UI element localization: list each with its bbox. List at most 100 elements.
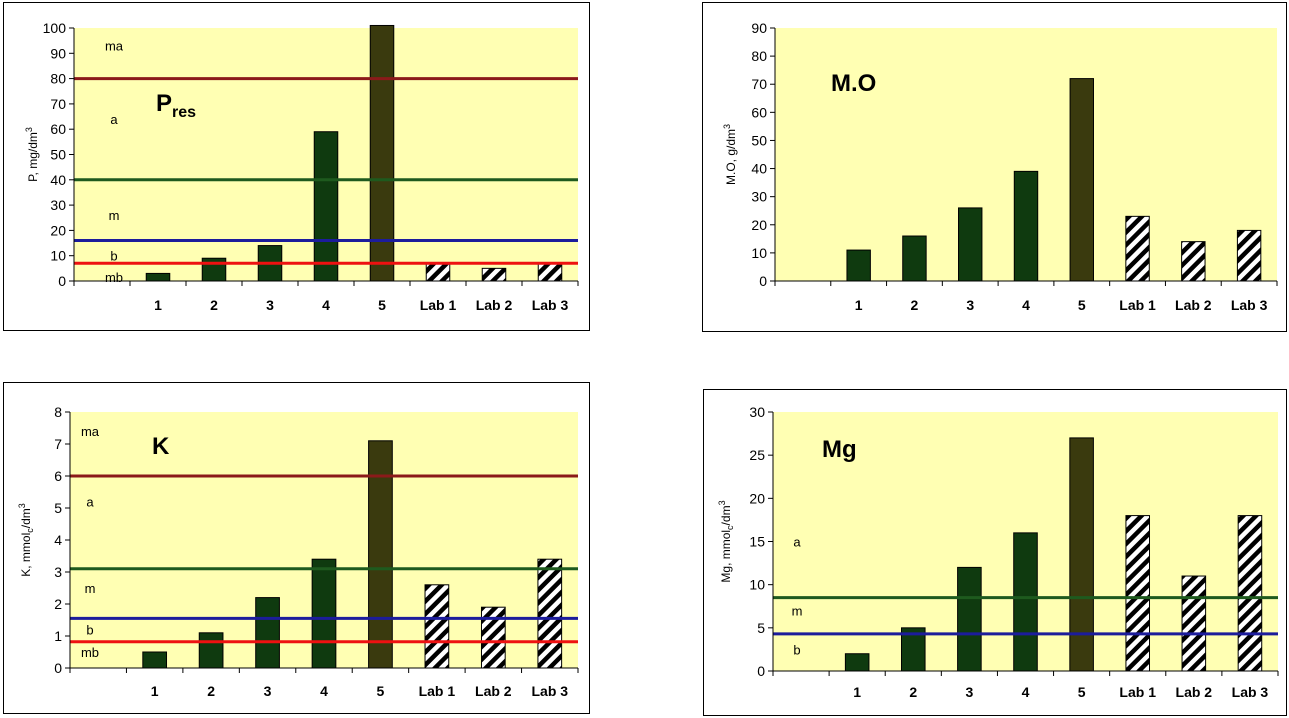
x-tick-label: 3 [266,297,274,313]
x-tick-label: 1 [154,297,162,313]
bar-2 [902,235,927,282]
bar-3 [957,566,982,672]
y-axis-label: K, mmolc/dm3 [17,503,35,577]
y-tick-label: 0 [759,273,767,289]
x-tick-label: 2 [911,297,919,313]
x-tick-label: 4 [322,297,330,313]
x-tick-label: Lab 1 [1119,297,1156,313]
y-tick-label: 20 [749,490,765,506]
chart-mo: 0 10 20 30 40 50 60 70 80 90 1 2 3 4 5 Lab 1 Lab 2 Lab 3 M… [722,20,1278,313]
x-tick-label: Lab 2 [1176,684,1213,700]
bar-lab-1 [424,584,450,669]
y-tick-label: 30 [50,197,66,213]
band-label: a [110,112,118,127]
bar-4 [311,558,337,669]
bar-lab-3 [1236,229,1262,282]
y-tick-label: 30 [751,189,767,205]
chart-panel-mo: 0 10 20 30 40 50 60 70 80 90 1 2 3 4 5 Lab 1 Lab 2 Lab 3 M… [702,2,1287,332]
chart-panel-mg: 0 5 10 15 20 25 30 1 2 3 4 5 Lab 1 Lab 2 Lab 3 a m b Mg Mg,… [703,389,1287,716]
bar-lab-2 [481,267,507,282]
x-tick-label: 3 [264,683,272,699]
x-tick-label: 4 [1022,297,1030,313]
bar-5 [1069,437,1094,672]
bar-1 [145,272,171,282]
band-label: m [85,581,96,596]
y-tick-label: 100 [43,20,67,36]
x-tick-label: 5 [1078,297,1086,313]
y-tick-label: 0 [54,660,62,676]
y-tick-label: 10 [50,248,66,264]
band-label: b [86,623,93,638]
x-tick-label: Lab 1 [1119,684,1156,700]
band-label: ma [81,424,100,439]
band-label: m [792,604,803,619]
bar-lab-3 [537,558,563,669]
x-tick-label: 3 [965,684,973,700]
y-tick-label: 2 [54,596,62,612]
x-tick-label: Lab 2 [1175,297,1212,313]
chart-title: M.O [831,70,876,97]
x-tick-label: 1 [855,297,863,313]
band-label: mb [81,645,99,660]
chart-panel-k: 0 1 2 3 4 5 6 7 8 1 2 3 4 5 Lab 1 Lab 2 Lab 3 ma a m b mb K K, … [3,382,590,714]
band-label: m [109,208,120,223]
bar-4 [313,131,339,282]
x-tick-label: 4 [320,683,328,699]
x-tick-label: Lab 3 [532,297,569,313]
y-tick-label: 60 [751,104,767,120]
x-tick-label: Lab 2 [475,683,512,699]
y-tick-label: 50 [751,132,767,148]
y-tick-label: 90 [50,45,66,61]
bar-1 [846,249,871,282]
bar-lab-2 [1181,241,1206,282]
y-tick-label: 4 [54,532,62,548]
y-tick-label: 70 [751,76,767,92]
chart-title: Pres [156,90,196,121]
chart-panel-p: 0 10 20 30 40 50 60 70 80 90 100 1 2 3 4 5 Lab 1 Lab 2 Lab… [3,2,590,331]
y-tick-label: 3 [54,564,62,580]
bar-1 [844,653,870,672]
y-tick-label: 40 [50,172,66,188]
x-tick-label: Lab 1 [420,297,457,313]
y-tick-label: 60 [50,121,66,137]
y-tick-label: 1 [54,628,62,644]
x-tick-label: 4 [1022,684,1030,700]
bar-lab-3 [1237,515,1263,672]
bar-3 [958,207,983,282]
y-tick-label: 10 [751,245,767,261]
x-tick-label: Lab 3 [531,683,568,699]
y-tick-label: 50 [50,147,66,163]
bar-4 [1013,532,1038,672]
bar-lab-1 [425,262,451,282]
y-tick-label: 7 [54,436,62,452]
y-tick-label: 10 [749,577,765,593]
chart-title: K [152,433,170,460]
y-tick-label: 5 [757,620,765,636]
x-tick-label: 2 [909,684,917,700]
y-tick-label: 80 [50,71,66,87]
y-tick-label: 25 [749,447,765,463]
chart-title: Mg [822,436,857,463]
bar-3 [255,597,280,669]
x-tick-label: 2 [207,683,215,699]
y-tick-label: 30 [749,404,765,420]
y-tick-label: 20 [50,222,66,238]
x-tick-label: Lab 2 [476,297,513,313]
x-tick-label: 3 [966,297,974,313]
x-tick-label: 1 [853,684,861,700]
y-tick-label: 5 [54,500,62,516]
band-label: b [110,249,117,264]
y-tick-label: 6 [54,468,62,484]
y-tick-label: 0 [58,273,66,289]
bar-lab-1 [1125,215,1150,282]
band-label: mb [105,270,123,285]
y-tick-label: 8 [54,404,62,420]
chart-p: 0 10 20 30 40 50 60 70 80 90 100 1 2 3 4 5 Lab 1 Lab 2 Lab… [24,20,579,313]
y-tick-label: 15 [749,534,765,550]
bar-lab-1 [1125,515,1151,672]
x-tick-label: Lab 3 [1232,684,1269,700]
bar-lab-2 [480,606,506,669]
x-tick-label: 5 [377,683,385,699]
bar-4 [1013,170,1039,282]
